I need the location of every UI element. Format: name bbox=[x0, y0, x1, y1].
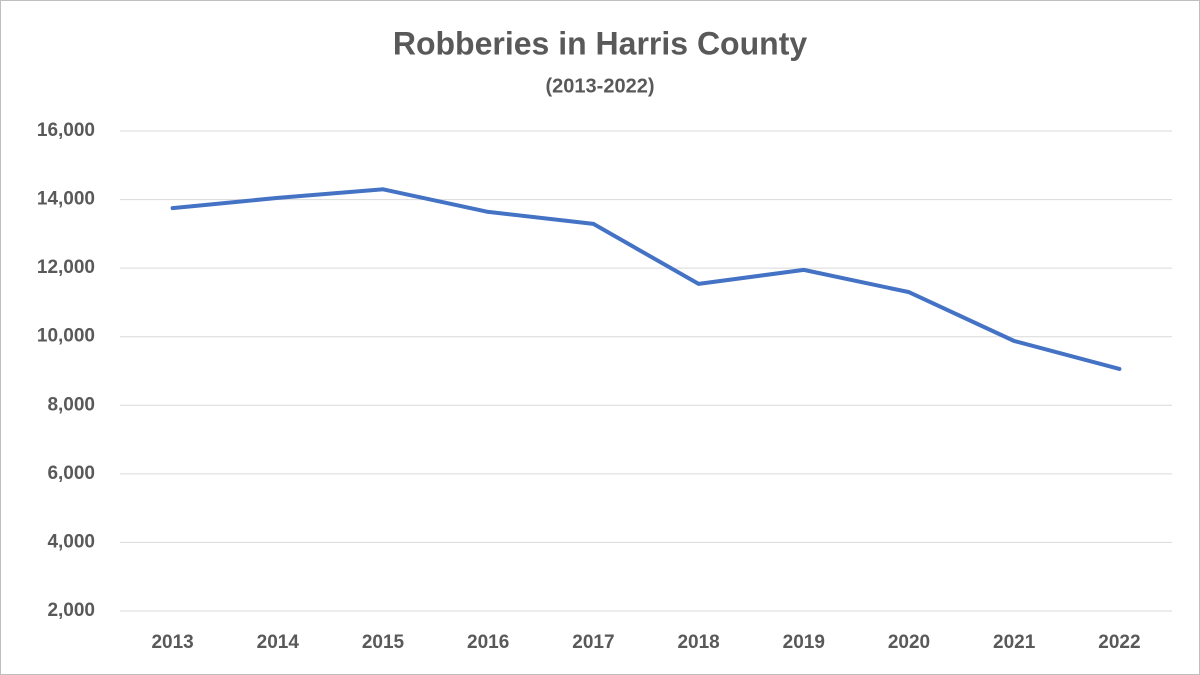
x-tick-label: 2013 bbox=[151, 632, 193, 653]
x-tick-label: 2015 bbox=[362, 632, 405, 653]
x-tick-label: 2018 bbox=[677, 632, 719, 653]
chart-title: Robberies in Harris County bbox=[393, 25, 808, 61]
y-tick-label: 16,000 bbox=[37, 120, 95, 141]
x-tick-label: 2014 bbox=[257, 632, 300, 653]
y-tick-label: 8,000 bbox=[47, 394, 95, 415]
y-tick-label: 12,000 bbox=[37, 257, 95, 278]
x-tick-label: 2022 bbox=[1098, 632, 1140, 653]
y-tick-label: 4,000 bbox=[47, 531, 95, 552]
x-tick-label: 2019 bbox=[783, 632, 825, 653]
chart-subtitle: (2013-2022) bbox=[546, 75, 655, 97]
x-tick-label: 2016 bbox=[467, 632, 509, 653]
x-tick-label: 2021 bbox=[993, 632, 1036, 653]
data-line bbox=[170, 187, 1122, 371]
x-tick-label: 2017 bbox=[572, 632, 614, 653]
y-tick-label: 2,000 bbox=[47, 600, 95, 621]
x-tick-label: 2020 bbox=[888, 632, 930, 653]
y-tick-label: 10,000 bbox=[37, 326, 95, 347]
y-tick-label: 14,000 bbox=[37, 189, 95, 210]
y-tick-label: 6,000 bbox=[47, 463, 95, 484]
